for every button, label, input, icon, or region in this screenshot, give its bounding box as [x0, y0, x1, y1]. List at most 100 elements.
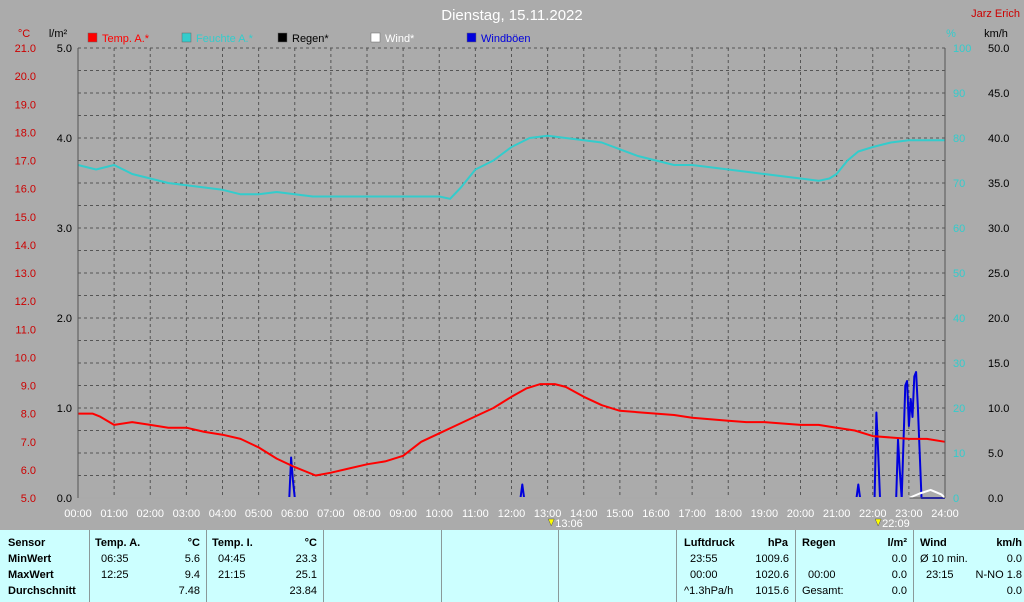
wind-tick-label: 5.0: [988, 448, 1003, 460]
x-tick-label: 09:00: [389, 508, 417, 520]
temp-i-max-time: 21:15: [218, 569, 246, 581]
temp-tick-label: 7.0: [21, 437, 36, 449]
temp-i-average: 23.84: [289, 585, 317, 597]
humidity-tick-label: 100: [953, 43, 971, 55]
temp-tick-label: 5.0: [21, 493, 36, 505]
chart-legend: Temp. A.* Feuchte A.* Regen* Wind* Windböen: [87, 32, 531, 45]
panel-divider: [441, 530, 442, 602]
legend-swatch: [466, 32, 477, 43]
rain-total-label: Gesamt:: [802, 585, 844, 597]
wind-row3-value: 0.0: [1006, 585, 1022, 597]
rain-total-value: 0.0: [891, 585, 907, 597]
panel-divider: [323, 530, 324, 602]
axis-labels: 21.0 20.0 19.0 18.0 17.0 16.0 15.0 14.0 13.0 12.0…: [15, 43, 1010, 520]
x-tick-label: 03:00: [173, 508, 201, 520]
temp-a-max-value: 9.4: [184, 569, 200, 581]
sun-marker-label: 22:09: [882, 518, 910, 530]
sun-marker-label: 13:06: [555, 518, 583, 530]
legend-entry: Feuchte A.*: [196, 33, 254, 45]
wind-tick-label: 50.0: [988, 43, 1009, 55]
x-tick-label: 18:00: [714, 508, 742, 520]
sun-marker-icon: [874, 518, 882, 527]
pressure-min-value: 1009.6: [755, 553, 789, 565]
humidity-tick-label: 80: [953, 133, 965, 145]
x-tick-label: 07:00: [317, 508, 345, 520]
x-tick-label: 17:00: [678, 508, 706, 520]
wind-max-value: N-NO 1.8: [975, 569, 1022, 581]
wind-tick-label: 30.0: [988, 223, 1009, 235]
rain-tick-label: 2.0: [57, 313, 72, 325]
pressure-max-time: 00:00: [690, 569, 718, 581]
rain-tick-label: 3.0: [57, 223, 72, 235]
temp-tick-label: 19.0: [15, 99, 36, 111]
panel-divider: [795, 530, 796, 602]
temp-i-header: Temp. I.: [212, 537, 253, 549]
temp-tick-label: 9.0: [21, 381, 36, 393]
legend-entry: Temp. A.*: [102, 33, 150, 45]
x-tick-label: 08:00: [353, 508, 381, 520]
wind-tick-label: 10.0: [988, 403, 1009, 415]
x-tick-label: 04:00: [209, 508, 237, 520]
temp-tick-label: 8.0: [21, 409, 36, 421]
temp-tick-label: 11.0: [15, 324, 36, 336]
x-tick-label: 01:00: [100, 508, 128, 520]
legend-swatch: [277, 32, 288, 43]
legend-swatch: [370, 32, 381, 43]
temp-a-min-value: 5.6: [184, 553, 200, 565]
weather-chart: 21.0 20.0 19.0 18.0 17.0 16.0 15.0 14.0 13.0 12.0…: [15, 7, 1020, 530]
x-tick-label: 21:00: [823, 508, 851, 520]
x-tick-label: 22:00: [859, 508, 887, 520]
panel-divider: [558, 530, 559, 602]
row-label-min: MinWert: [8, 553, 52, 565]
humidity-tick-label: 0: [953, 493, 959, 505]
wind-avg-value: 0.0: [1006, 553, 1022, 565]
temp-tick-label: 13.0: [15, 268, 36, 280]
statistics-panel: Sensor MinWert MaxWert Durchschnitt Temp…: [0, 530, 1024, 602]
temp-a-average: 7.48: [178, 585, 200, 597]
x-tick-label: 02:00: [136, 508, 164, 520]
humidity-tick-label: 60: [953, 223, 965, 235]
temp-a-max-time: 12:25: [101, 569, 129, 581]
temp-i-min-value: 23.3: [295, 553, 317, 565]
series-line-feuchtea: [77, 134, 945, 200]
rain-header: Regen: [802, 537, 836, 549]
pressure-trend-value: 1015.6: [755, 585, 789, 597]
sensor-header: Sensor: [8, 537, 46, 549]
rain-row2-value: 0.0: [891, 569, 907, 581]
pressure-min-time: 23:55: [690, 553, 718, 565]
panel-divider: [676, 530, 677, 602]
x-tick-label: 11:00: [462, 508, 489, 520]
panel-divider: [89, 530, 90, 602]
temp-tick-label: 16.0: [15, 184, 36, 196]
pressure-header: Luftdruck: [684, 537, 735, 549]
pressure-unit: hPa: [767, 537, 788, 549]
rain-unit: l/m²: [887, 537, 907, 549]
rain-axis-unit: l/m²: [49, 28, 68, 40]
temp-tick-label: 21.0: [15, 43, 36, 55]
x-tick-label: 13:00: [534, 508, 562, 520]
wind-header: Wind: [920, 537, 947, 549]
chart-annotations: 13:06 22:09: [547, 518, 910, 530]
legend-entry: Windböen: [481, 33, 531, 45]
row-label-avg: Durchschnitt: [8, 585, 76, 597]
rain-row2-time: 00:00: [808, 569, 836, 581]
temp-tick-label: 15.0: [15, 212, 36, 224]
wind-tick-label: 25.0: [988, 268, 1009, 280]
x-tick-label: 24:00: [931, 508, 959, 520]
chart-title: Dienstag, 15.11.2022: [441, 7, 583, 24]
rain-tick-label: 4.0: [57, 133, 72, 145]
wind-avg-label: Ø 10 min.: [920, 553, 968, 565]
temp-a-unit: °C: [187, 537, 200, 549]
legend-entry: Regen*: [292, 33, 329, 45]
rain-tick-label: 1.0: [57, 403, 72, 415]
wind-tick-label: 45.0: [988, 88, 1009, 100]
humidity-tick-label: 40: [953, 313, 965, 325]
humidity-tick-label: 90: [953, 88, 965, 100]
temp-i-unit: °C: [304, 537, 317, 549]
humidity-axis-unit: %: [946, 28, 956, 40]
chart-grid: [78, 47, 945, 498]
x-tick-label: 16:00: [642, 508, 670, 520]
legend-swatch: [181, 32, 192, 43]
wind-max-time: 23:15: [926, 569, 954, 581]
sun-marker-icon: [547, 518, 555, 527]
